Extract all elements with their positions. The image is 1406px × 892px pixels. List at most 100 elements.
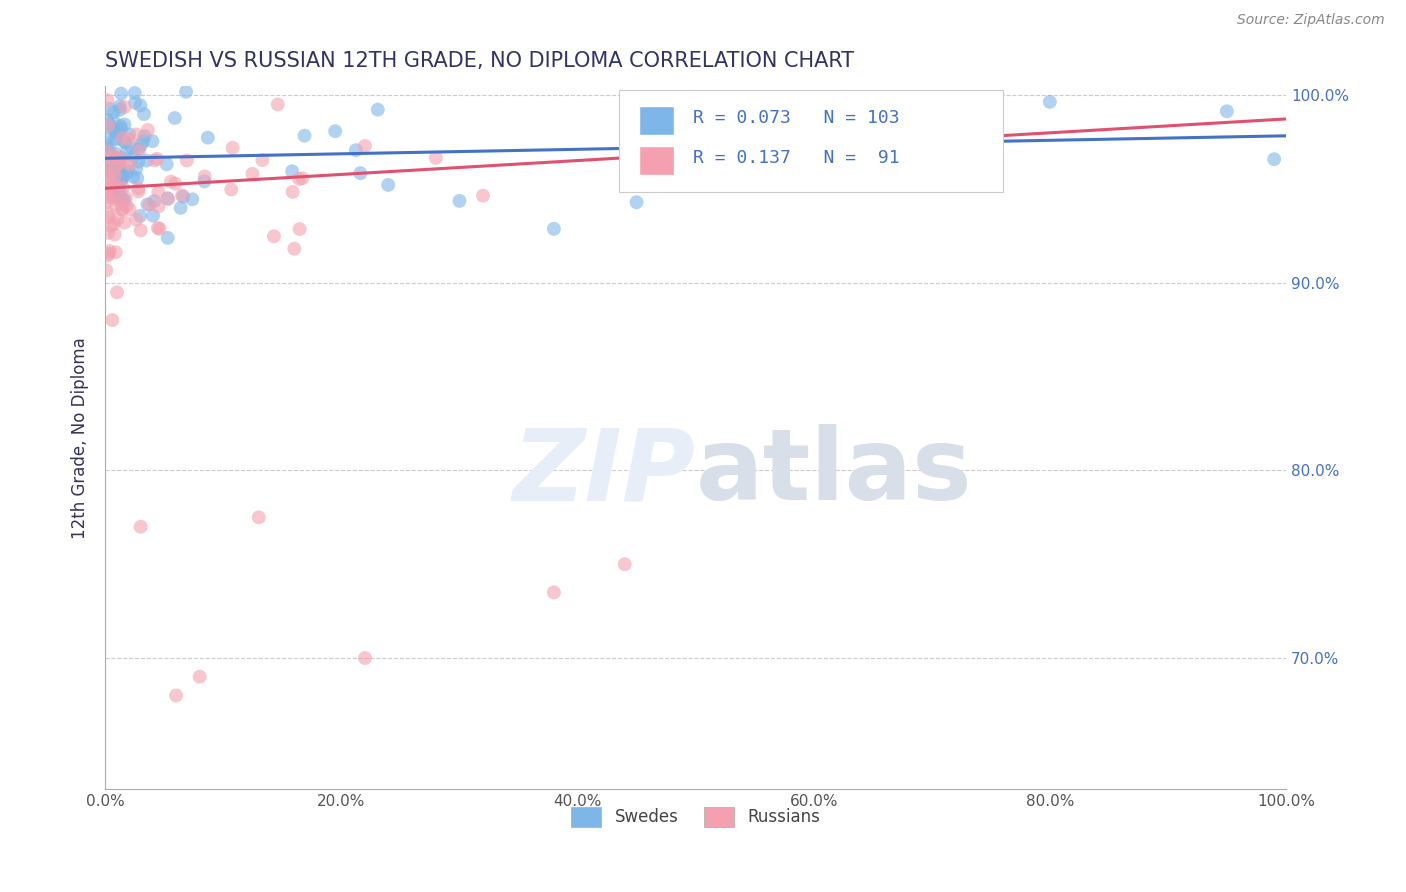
Point — [96, 263, 118, 277]
Point — [107, 212, 129, 227]
Point — [135, 153, 157, 168]
Point — [125, 161, 148, 176]
Point — [124, 95, 146, 110]
Point — [114, 135, 136, 149]
Point — [181, 192, 204, 206]
Point — [97, 206, 120, 220]
Point — [242, 167, 264, 181]
Point — [96, 167, 118, 181]
Point — [103, 113, 125, 128]
Point — [165, 177, 187, 191]
Point — [98, 183, 121, 197]
Point — [172, 189, 194, 203]
Point — [169, 201, 191, 215]
Point — [132, 107, 155, 121]
Point — [100, 120, 122, 134]
Point — [143, 153, 166, 168]
Point — [160, 175, 183, 189]
Point — [281, 164, 304, 178]
Point — [112, 154, 135, 169]
Point — [115, 167, 138, 181]
Point — [110, 121, 132, 136]
Point — [97, 119, 120, 133]
Point — [626, 195, 648, 210]
Point — [127, 171, 149, 186]
Point — [103, 131, 125, 145]
Point — [1039, 95, 1062, 109]
Point — [128, 144, 150, 158]
Point — [110, 87, 132, 101]
Point — [96, 145, 118, 159]
Point — [354, 139, 377, 153]
Point — [827, 160, 849, 174]
Point — [110, 119, 132, 133]
Point — [96, 181, 118, 195]
Point — [142, 209, 165, 223]
Text: ZIP: ZIP — [513, 425, 696, 521]
Point — [1263, 152, 1285, 166]
Point — [98, 102, 121, 116]
Point — [112, 169, 135, 184]
Point — [125, 212, 148, 227]
Point — [96, 164, 118, 178]
Point — [96, 180, 118, 194]
Point — [176, 153, 198, 168]
Text: SWEDISH VS RUSSIAN 12TH GRADE, NO DIPLOMA CORRELATION CHART: SWEDISH VS RUSSIAN 12TH GRADE, NO DIPLOM… — [105, 51, 855, 70]
Point — [96, 145, 118, 159]
Point — [104, 184, 127, 198]
Point — [103, 217, 125, 231]
Point — [449, 194, 471, 208]
Point — [163, 111, 186, 125]
Point — [114, 136, 136, 150]
Point — [148, 185, 170, 199]
Point — [146, 221, 169, 235]
Point — [117, 144, 139, 158]
Point — [105, 180, 128, 194]
Point — [288, 172, 311, 186]
Point — [98, 174, 121, 188]
Point — [122, 149, 145, 163]
FancyBboxPatch shape — [638, 106, 675, 136]
Point — [96, 93, 118, 107]
Point — [101, 163, 124, 178]
Point — [148, 221, 170, 235]
Point — [267, 97, 290, 112]
Point — [803, 129, 825, 144]
Point — [129, 520, 152, 534]
Point — [125, 128, 148, 142]
Point — [128, 154, 150, 169]
Point — [108, 183, 131, 197]
Point — [107, 156, 129, 170]
Point — [103, 188, 125, 202]
Point — [108, 103, 131, 117]
Point — [101, 313, 124, 327]
Point — [110, 151, 132, 165]
Point — [115, 199, 138, 213]
Point — [188, 670, 211, 684]
Point — [194, 169, 217, 184]
Point — [114, 193, 136, 207]
Point — [110, 174, 132, 188]
Point — [96, 113, 118, 128]
Point — [111, 202, 134, 216]
Point — [127, 181, 149, 195]
Point — [111, 202, 134, 217]
Point — [291, 171, 314, 186]
Point — [104, 227, 127, 242]
Point — [100, 178, 122, 192]
Point — [136, 197, 159, 211]
Point — [104, 146, 127, 161]
Point — [108, 151, 131, 165]
Point — [108, 186, 131, 201]
Text: R = 0.073   N = 103: R = 0.073 N = 103 — [693, 109, 900, 127]
Point — [114, 100, 136, 114]
Point — [108, 159, 131, 173]
Point — [96, 132, 118, 146]
Point — [110, 169, 132, 183]
Point — [288, 222, 311, 236]
Point — [105, 157, 128, 171]
Point — [98, 211, 121, 225]
Point — [104, 199, 127, 213]
Point — [136, 123, 159, 137]
Point — [111, 192, 134, 206]
